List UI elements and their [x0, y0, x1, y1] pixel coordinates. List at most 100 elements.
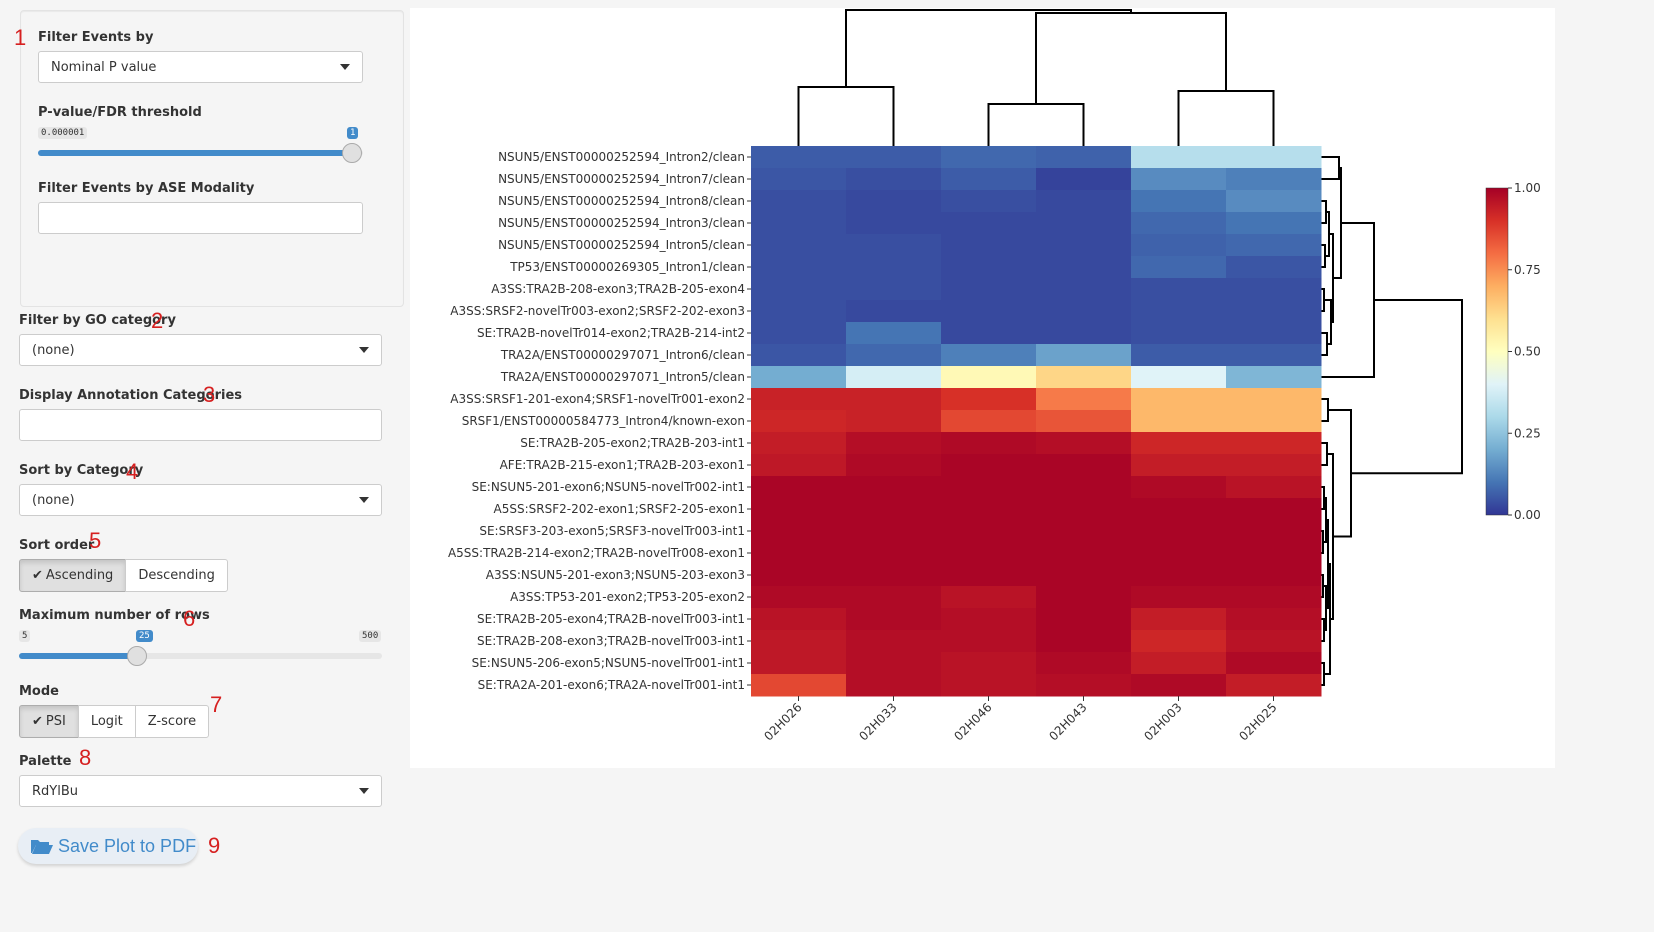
heatmap-cell — [751, 146, 847, 169]
modality-label: Filter Events by ASE Modality — [38, 181, 255, 196]
row-dendrogram — [1321, 156, 1463, 686]
heatmap-cell — [1131, 146, 1227, 169]
heatmap-cell — [1036, 586, 1132, 609]
heatmap-cell — [941, 652, 1037, 675]
row-label: SE:TRA2B-novelTr014-exon2;TRA2B-214-int2 — [477, 326, 745, 340]
pvalue-slider-handle[interactable] — [342, 143, 362, 163]
heatmap-cell — [941, 212, 1037, 235]
heatmap-cell — [1131, 564, 1227, 587]
heatmap-cell — [1131, 586, 1227, 609]
heatmap-cell — [941, 388, 1037, 411]
heatmap-cell — [1036, 564, 1132, 587]
annotation-number-1: 1 — [14, 25, 27, 50]
heatmap-cell — [751, 630, 847, 653]
row-label: NSUN5/ENST00000252594_Intron2/clean — [498, 150, 745, 164]
mode-logit-button[interactable]: Logit — [77, 705, 136, 738]
modality-input[interactable] — [38, 202, 363, 234]
heatmap-cell — [1036, 344, 1132, 367]
heatmap-cell — [846, 432, 942, 455]
column-label: 02H026 — [761, 700, 804, 743]
heatmap-cell — [941, 300, 1037, 323]
heatmap-cell — [1036, 520, 1132, 543]
annotation-number-8: 8 — [79, 745, 92, 770]
heatmap-cell — [751, 652, 847, 675]
column-label: 02H046 — [951, 700, 994, 743]
heatmap-cell — [1226, 256, 1322, 279]
go-category-select[interactable]: (none) — [19, 334, 382, 366]
row-label: SE:NSUN5-201-exon6;NSUN5-novelTr002-int1 — [472, 480, 745, 494]
heatmap-cell — [846, 454, 942, 477]
heatmap-cell — [1131, 234, 1227, 257]
sort-descending-button[interactable]: Descending — [125, 559, 228, 592]
heatmap-cell — [751, 234, 847, 257]
column-label: 02H033 — [856, 700, 899, 743]
heatmap-cell — [1131, 168, 1227, 191]
heatmap-cell — [1036, 454, 1132, 477]
heatmap-cell — [846, 608, 942, 631]
chevron-down-icon — [359, 347, 369, 353]
heatmap-cell — [846, 388, 942, 411]
row-dendrogram-link — [1321, 332, 1328, 356]
sort-descending-label: Descending — [138, 568, 215, 583]
heatmap-cell — [751, 674, 847, 697]
heatmap-cell — [751, 190, 847, 213]
heatmap-cell — [1036, 300, 1132, 323]
check-icon: ✔ — [32, 714, 43, 729]
heatmap-cell — [941, 674, 1037, 697]
heatmap-cell — [1036, 146, 1132, 169]
heatmap-cell — [1131, 410, 1227, 433]
filter-events-select[interactable]: Nominal P value — [38, 51, 363, 83]
row-label: NSUN5/ENST00000252594_Intron7/clean — [498, 172, 745, 186]
heatmap-cell — [1036, 630, 1132, 653]
heatmap-cell — [751, 586, 847, 609]
heatmap-cell — [751, 344, 847, 367]
sort-category-select[interactable]: (none) — [19, 484, 382, 516]
heatmap-cell — [941, 322, 1037, 345]
heatmap-cell — [846, 674, 942, 697]
mode-logit-label: Logit — [90, 714, 123, 729]
row-label: TRA2A/ENST00000297071_Intron5/clean — [500, 370, 745, 384]
heatmap-cell — [1226, 410, 1322, 433]
heatmap-cell — [1131, 476, 1227, 499]
heatmap-cell — [846, 586, 942, 609]
heatmap-cell — [1131, 322, 1227, 345]
heatmap-cell — [846, 212, 942, 235]
heatmap-cell — [1226, 674, 1322, 697]
heatmap-cell — [846, 146, 942, 169]
mode-psi-button[interactable]: ✔ PSI — [19, 705, 79, 738]
sort-ascending-button[interactable]: ✔ Ascending — [19, 559, 127, 592]
max-rows-slider-track[interactable] — [19, 653, 382, 659]
annotation-categories-input[interactable] — [19, 409, 382, 441]
colorbar-tick-label: 0.50 — [1514, 345, 1541, 359]
heatmap-cell — [941, 344, 1037, 367]
heatmap-cell — [751, 608, 847, 631]
row-label: A3SS:SRSF1-201-exon4;SRSF1-novelTr001-ex… — [450, 392, 745, 406]
max-rows-label: Maximum number of rows — [19, 608, 210, 623]
heatmap-cell — [846, 498, 942, 521]
heatmap-cell — [846, 278, 942, 301]
heatmap-cell — [1226, 190, 1322, 213]
heatmap-cell — [1131, 190, 1227, 213]
palette-select[interactable]: RdYlBu — [19, 775, 382, 807]
heatmap-cell — [1036, 476, 1132, 499]
row-dendrogram-link — [1333, 167, 1342, 279]
annotation-number-2: 2 — [151, 308, 164, 333]
mode-zscore-button[interactable]: Z-score — [134, 705, 210, 738]
row-label: A3SS:NSUN5-201-exon3;NSUN5-203-exon3 — [486, 568, 745, 582]
heatmap-chart: NSUN5/ENST00000252594_Intron2/clean NSUN5… — [448, 9, 1541, 743]
heatmap-cell — [941, 498, 1037, 521]
heatmap-cell — [751, 168, 847, 191]
row-label: SE:TRA2B-205-exon4;TRA2B-novelTr003-int1 — [477, 612, 745, 626]
max-rows-slider-handle[interactable] — [127, 646, 148, 666]
mode-zscore-label: Z-score — [147, 714, 197, 729]
heatmap-cell — [846, 542, 942, 565]
heatmap-cell — [1226, 476, 1322, 499]
heatmap-cells — [751, 146, 1322, 697]
heatmap-cell — [1131, 608, 1227, 631]
pvalue-value-tag: 1 — [347, 127, 359, 139]
heatmap-cell — [751, 520, 847, 543]
save-plot-button[interactable]: Save Plot to PDF — [18, 828, 198, 864]
heatmap-cell — [846, 344, 942, 367]
row-label: SRSF1/ENST00000584773_Intron4/known-exon — [462, 414, 745, 428]
heatmap-cell — [1036, 388, 1132, 411]
